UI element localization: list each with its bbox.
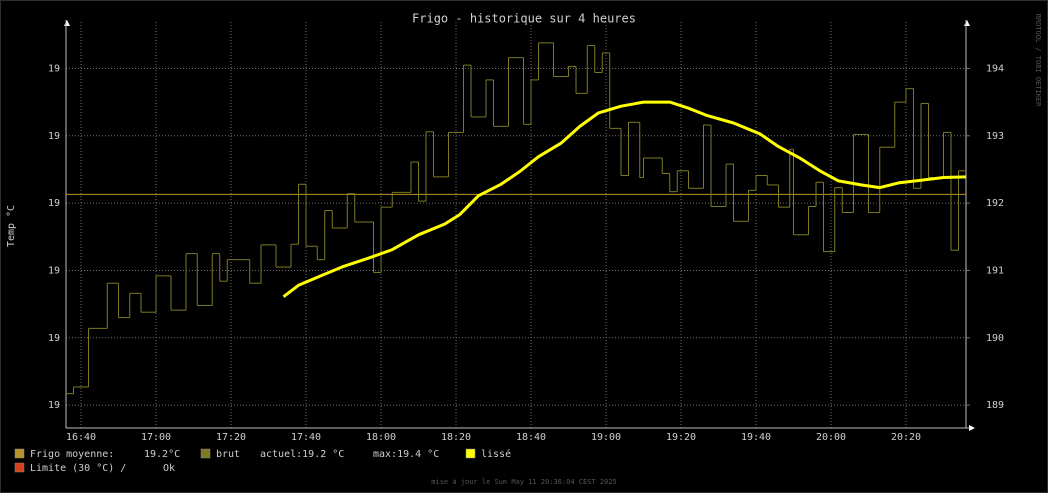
legend-label: brut bbox=[216, 449, 240, 460]
y2-tick-label: 189 bbox=[986, 400, 1004, 411]
x-tick-label: 18:20 bbox=[441, 432, 471, 443]
legend-label: Frigo moyenne: bbox=[30, 449, 114, 460]
legend-note: max:19.4 °C bbox=[373, 449, 439, 460]
legend-note: actuel:19.2 °C bbox=[260, 449, 344, 460]
x-tick-label: 20:00 bbox=[816, 432, 846, 443]
axis-arrow bbox=[969, 425, 975, 431]
x-tick-label: 17:20 bbox=[216, 432, 246, 443]
x-tick-label: 17:40 bbox=[291, 432, 321, 443]
y-tick-label: 19 bbox=[48, 400, 60, 411]
legend-value: 19.2°C bbox=[144, 449, 180, 460]
x-tick-label: 17:00 bbox=[141, 432, 171, 443]
legend-label: Limite (30 °C) / bbox=[30, 463, 126, 474]
y2-tick-label: 194 bbox=[986, 63, 1004, 74]
legend-status: Ok bbox=[163, 463, 175, 474]
legend-label: lissé bbox=[481, 448, 511, 460]
y-tick-label: 19 bbox=[48, 63, 60, 74]
x-tick-label: 18:00 bbox=[366, 432, 396, 443]
legend-swatch bbox=[14, 448, 25, 459]
x-tick-label: 19:40 bbox=[741, 432, 771, 443]
x-tick-label: 19:00 bbox=[591, 432, 621, 443]
legend-swatch bbox=[200, 448, 211, 459]
footer: mise à jour le Sun May 11 20:36:04 CEST … bbox=[431, 478, 616, 486]
y2-tick-label: 192 bbox=[986, 198, 1004, 209]
chart-title: Frigo - historique sur 4 heures bbox=[412, 12, 636, 26]
smooth-line bbox=[282, 100, 967, 298]
y-tick-label: 19 bbox=[48, 131, 60, 142]
x-tick-label: 19:20 bbox=[666, 432, 696, 443]
legend-swatch bbox=[14, 462, 25, 473]
y-tick-label: 19 bbox=[48, 333, 60, 344]
x-tick-label: 20:20 bbox=[891, 432, 921, 443]
y-axis-label: Temp °C bbox=[6, 205, 17, 247]
y-tick-label: 19 bbox=[48, 265, 60, 276]
side-text: RRDTOOL / TOBI OETIKER bbox=[1034, 14, 1042, 108]
x-tick-label: 18:40 bbox=[516, 432, 546, 443]
y2-tick-label: 193 bbox=[986, 131, 1004, 142]
y2-tick-label: 191 bbox=[986, 265, 1004, 276]
legend-swatch bbox=[465, 448, 476, 459]
y-tick-label: 19 bbox=[48, 198, 60, 209]
y2-tick-label: 190 bbox=[986, 333, 1004, 344]
x-tick-label: 16:40 bbox=[66, 432, 96, 443]
